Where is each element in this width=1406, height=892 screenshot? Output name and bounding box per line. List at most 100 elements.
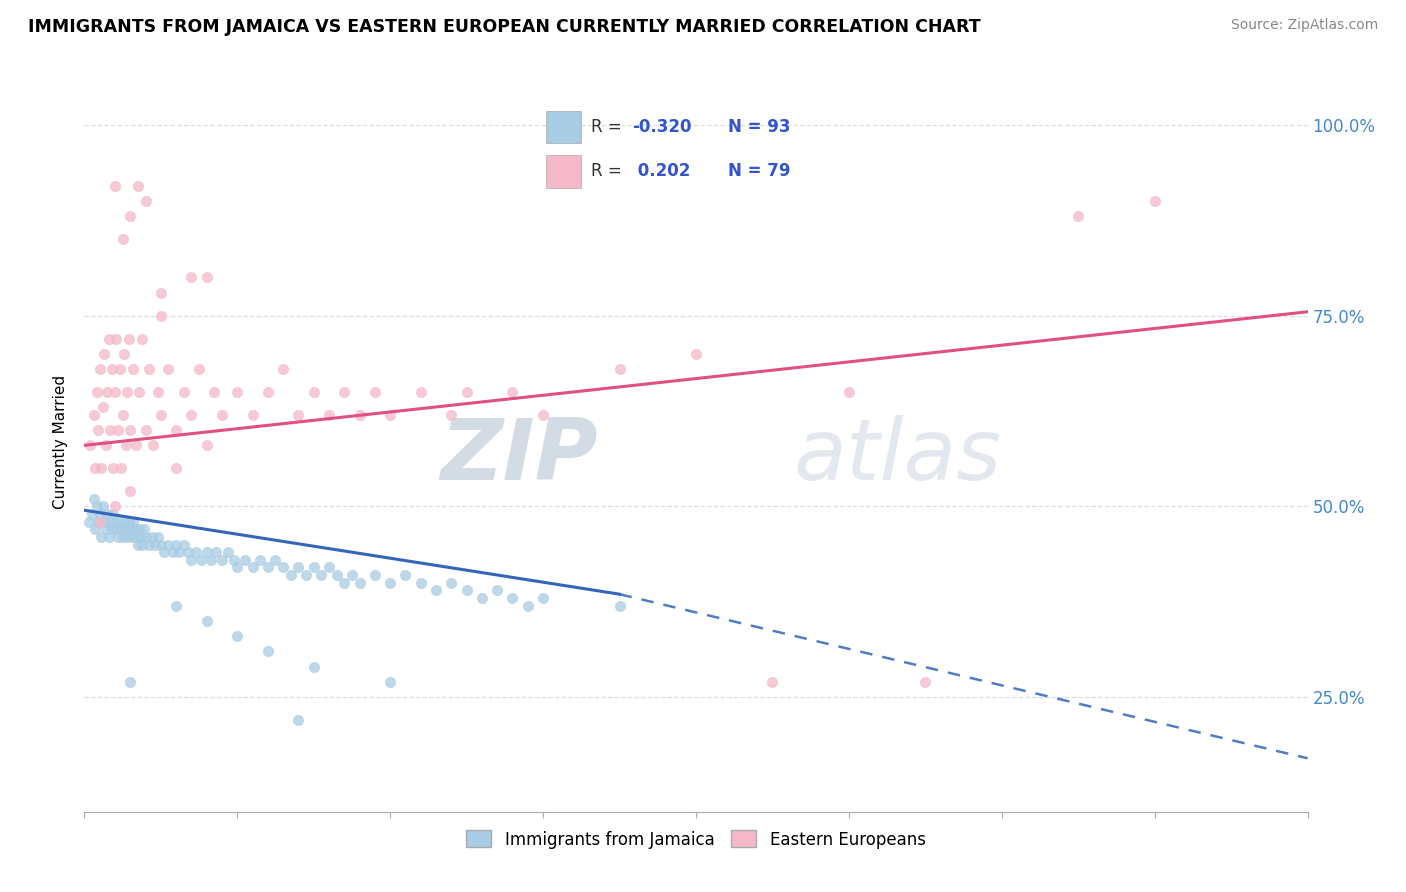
Point bbox=[94, 522, 117, 536]
Point bbox=[121, 530, 143, 544]
Point bbox=[120, 484, 142, 499]
Point bbox=[135, 194, 157, 208]
Point bbox=[531, 591, 554, 605]
Point bbox=[157, 538, 180, 552]
Point bbox=[165, 599, 187, 613]
Point bbox=[271, 362, 294, 376]
Point bbox=[188, 362, 211, 376]
Point bbox=[107, 423, 129, 437]
Point bbox=[302, 384, 325, 399]
Point bbox=[86, 500, 108, 514]
Point bbox=[112, 347, 135, 361]
Point bbox=[112, 515, 135, 529]
Point bbox=[609, 599, 631, 613]
Point bbox=[325, 568, 347, 582]
Point bbox=[101, 362, 124, 376]
Point bbox=[141, 530, 163, 544]
Point bbox=[211, 408, 233, 422]
Point bbox=[138, 362, 160, 376]
Point bbox=[83, 491, 105, 506]
Point bbox=[108, 362, 131, 376]
Point bbox=[233, 553, 256, 567]
Point bbox=[135, 423, 157, 437]
Point bbox=[471, 591, 494, 605]
Point bbox=[685, 347, 707, 361]
Point bbox=[83, 408, 105, 422]
Point bbox=[132, 522, 155, 536]
Point bbox=[105, 522, 128, 536]
Point bbox=[122, 362, 145, 376]
Point bbox=[226, 384, 249, 399]
Text: ZIP: ZIP bbox=[440, 415, 598, 498]
Point bbox=[138, 538, 160, 552]
Point bbox=[79, 438, 101, 452]
Point bbox=[226, 560, 249, 574]
Point bbox=[128, 384, 150, 399]
Point bbox=[97, 331, 120, 345]
Point bbox=[142, 438, 165, 452]
Point bbox=[108, 515, 131, 529]
Point bbox=[1067, 210, 1090, 224]
Point bbox=[111, 530, 134, 544]
Point bbox=[84, 461, 107, 475]
Point bbox=[157, 362, 180, 376]
Point bbox=[98, 423, 121, 437]
Point bbox=[1143, 194, 1166, 208]
Point bbox=[125, 438, 148, 452]
Point bbox=[287, 560, 309, 574]
Point bbox=[264, 553, 287, 567]
Point bbox=[195, 438, 218, 452]
Point bbox=[94, 438, 117, 452]
Point bbox=[149, 408, 172, 422]
Point bbox=[104, 384, 127, 399]
Point bbox=[333, 384, 356, 399]
Point bbox=[104, 500, 127, 514]
Legend: Immigrants from Jamaica, Eastern Europeans: Immigrants from Jamaica, Eastern Europea… bbox=[460, 823, 932, 855]
Point bbox=[165, 538, 187, 552]
Point bbox=[103, 461, 125, 475]
Point bbox=[97, 530, 120, 544]
Point bbox=[180, 270, 202, 285]
Point bbox=[162, 545, 184, 559]
Point bbox=[173, 384, 195, 399]
Point bbox=[131, 331, 153, 345]
Point bbox=[153, 545, 176, 559]
Point bbox=[242, 560, 264, 574]
Point bbox=[146, 384, 169, 399]
Point bbox=[120, 675, 142, 690]
Y-axis label: Currently Married: Currently Married bbox=[53, 375, 69, 508]
Point bbox=[190, 553, 212, 567]
Point bbox=[120, 522, 142, 536]
Point bbox=[135, 530, 157, 544]
Point bbox=[502, 591, 524, 605]
Point bbox=[257, 644, 280, 658]
Point bbox=[91, 500, 114, 514]
Point bbox=[456, 583, 478, 598]
Point bbox=[242, 408, 264, 422]
Point bbox=[249, 553, 271, 567]
Point bbox=[115, 530, 138, 544]
Point bbox=[280, 568, 302, 582]
Point bbox=[364, 568, 387, 582]
Point bbox=[118, 331, 141, 345]
Point bbox=[122, 515, 145, 529]
Point bbox=[110, 522, 132, 536]
Point bbox=[128, 522, 150, 536]
Point bbox=[93, 515, 115, 529]
Text: atlas: atlas bbox=[794, 415, 1002, 498]
Point bbox=[90, 530, 112, 544]
Point bbox=[107, 530, 129, 544]
Point bbox=[295, 568, 318, 582]
Point bbox=[302, 560, 325, 574]
Point bbox=[226, 629, 249, 643]
Point bbox=[127, 178, 149, 193]
Text: Source: ZipAtlas.com: Source: ZipAtlas.com bbox=[1230, 18, 1378, 32]
Point bbox=[84, 522, 107, 536]
Point bbox=[195, 545, 218, 559]
Point bbox=[114, 438, 136, 452]
Point bbox=[200, 553, 222, 567]
Point bbox=[333, 575, 356, 590]
Point bbox=[111, 232, 134, 246]
Point bbox=[311, 568, 333, 582]
Point bbox=[914, 675, 936, 690]
